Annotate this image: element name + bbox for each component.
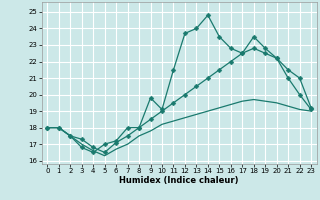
X-axis label: Humidex (Indice chaleur): Humidex (Indice chaleur) [119,176,239,185]
